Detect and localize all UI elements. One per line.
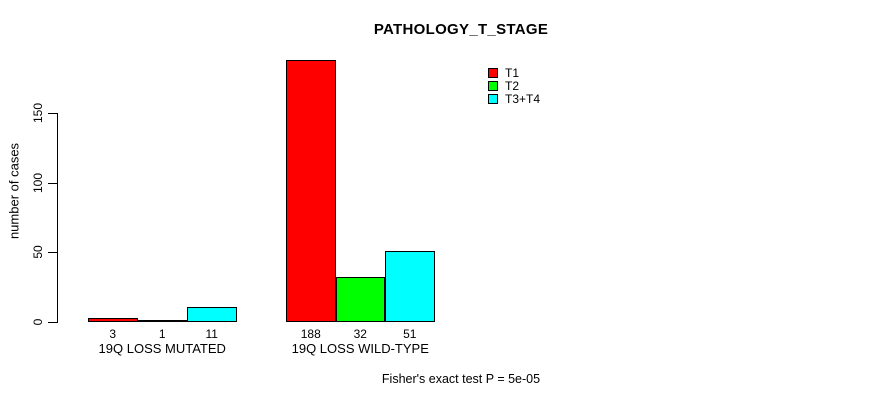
category-label-19q-loss-wild-type: 19Q LOSS WILD-TYPE [291, 341, 429, 356]
y-tick-mark [48, 252, 57, 254]
legend-item-t1: T1 [488, 65, 540, 80]
bar-t3-t4-19q-loss-wild-type [385, 250, 435, 322]
bar-value-label: 1 [158, 327, 166, 341]
legend-item-t3-t4: T3+T4 [488, 91, 541, 106]
bar-t1-19q-loss-mutated [88, 317, 138, 322]
chart-title: PATHOLOGY_T_STAGE [373, 21, 549, 38]
legend-swatch-t3-t4 [488, 93, 498, 104]
bar-value-label: 188 [300, 327, 321, 341]
legend: T1 T2 T3+T4 [488, 65, 541, 106]
legend-label: T1 [505, 65, 520, 80]
y-tick-label: 0 [31, 318, 45, 326]
bar-t1-19q-loss-wild-type [286, 60, 336, 322]
y-tick-mark [48, 113, 57, 114]
y-tick-label: 150 [31, 102, 45, 124]
legend-item-t2: T2 [488, 78, 540, 93]
bar-t2-19q-loss-wild-type [335, 277, 385, 322]
y-tick-mark [48, 182, 57, 184]
category-label-19q-loss-mutated: 19Q LOSS MUTATED [98, 341, 226, 356]
legend-swatch-t1 [488, 67, 498, 78]
bar-value-label: 32 [353, 327, 367, 341]
y-axis-label: number of cases [6, 142, 22, 240]
bar-t2-19q-loss-mutated [137, 320, 187, 322]
bar-t3-t4-19q-loss-mutated [187, 306, 237, 322]
legend-label: T3+T4 [505, 91, 541, 106]
y-tick-label: 50 [31, 245, 45, 260]
y-tick-mark [48, 322, 57, 323]
y-tick-label: 100 [31, 172, 45, 193]
bar-value-label: 3 [109, 327, 117, 341]
footnote-text: Fisher's exact test P = 5e-05 [381, 372, 541, 386]
legend-swatch-t2 [488, 80, 498, 91]
bar-value-label: 11 [205, 327, 218, 341]
legend-label: T2 [505, 78, 520, 93]
y-axis-line [57, 113, 58, 323]
bar-value-label: 51 [403, 327, 417, 341]
